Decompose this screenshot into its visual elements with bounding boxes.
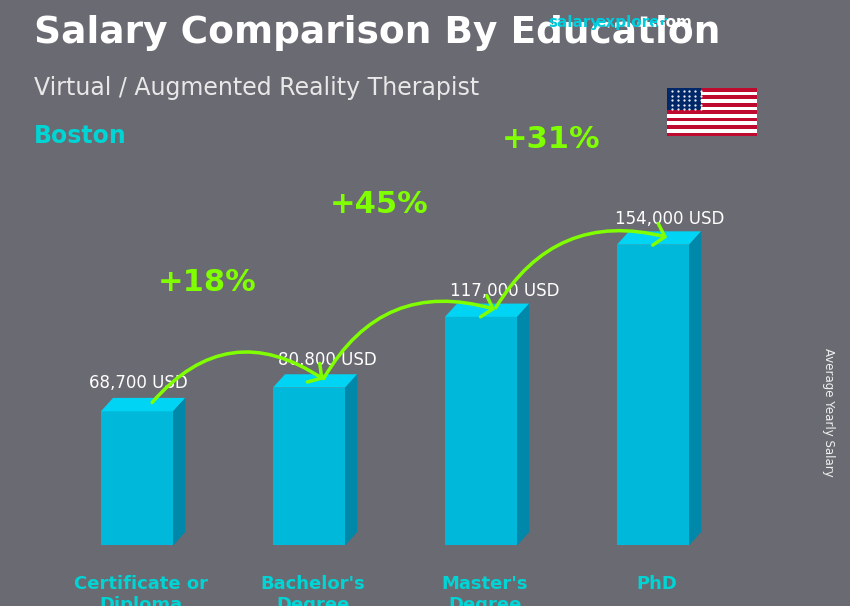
Text: +18%: +18% — [158, 268, 257, 297]
Bar — [667, 95, 756, 99]
Text: Boston: Boston — [34, 124, 127, 148]
Text: 80,800 USD: 80,800 USD — [278, 351, 377, 369]
Text: .com: .com — [651, 15, 692, 30]
Bar — [667, 88, 701, 110]
Bar — [667, 125, 756, 129]
Bar — [667, 129, 756, 133]
Text: explorer: explorer — [595, 15, 667, 30]
Text: 68,700 USD: 68,700 USD — [89, 374, 188, 392]
FancyArrowPatch shape — [152, 352, 321, 402]
Bar — [667, 114, 756, 118]
Polygon shape — [101, 411, 173, 545]
Polygon shape — [345, 375, 357, 545]
Bar — [667, 133, 756, 136]
Text: Virtual / Augmented Reality Therapist: Virtual / Augmented Reality Therapist — [34, 76, 479, 100]
Polygon shape — [617, 231, 701, 245]
Text: Master's
Degree: Master's Degree — [441, 575, 528, 606]
Bar — [667, 118, 756, 121]
Bar — [667, 107, 756, 110]
Polygon shape — [517, 304, 530, 545]
Text: Average Yearly Salary: Average Yearly Salary — [822, 348, 836, 476]
FancyArrowPatch shape — [496, 224, 665, 308]
Text: Bachelor's
Degree: Bachelor's Degree — [260, 575, 365, 606]
Polygon shape — [173, 398, 185, 545]
Bar — [667, 110, 756, 114]
Polygon shape — [101, 398, 185, 411]
Text: salary: salary — [548, 15, 601, 30]
Bar — [667, 88, 756, 92]
Polygon shape — [273, 388, 345, 545]
Text: +31%: +31% — [502, 125, 600, 154]
Polygon shape — [617, 245, 689, 545]
Text: 154,000 USD: 154,000 USD — [615, 210, 724, 228]
Polygon shape — [445, 304, 530, 317]
Bar — [667, 92, 756, 95]
Bar — [667, 103, 756, 107]
Text: PhD: PhD — [636, 575, 677, 593]
Text: +45%: +45% — [330, 190, 428, 219]
Text: Salary Comparison By Education: Salary Comparison By Education — [34, 15, 720, 51]
Bar — [667, 99, 756, 103]
Text: Certificate or
Diploma: Certificate or Diploma — [74, 575, 207, 606]
FancyArrowPatch shape — [324, 296, 493, 379]
Polygon shape — [445, 317, 517, 545]
Bar — [667, 121, 756, 125]
Text: 117,000 USD: 117,000 USD — [450, 282, 559, 300]
Polygon shape — [273, 375, 357, 388]
Polygon shape — [689, 231, 701, 545]
